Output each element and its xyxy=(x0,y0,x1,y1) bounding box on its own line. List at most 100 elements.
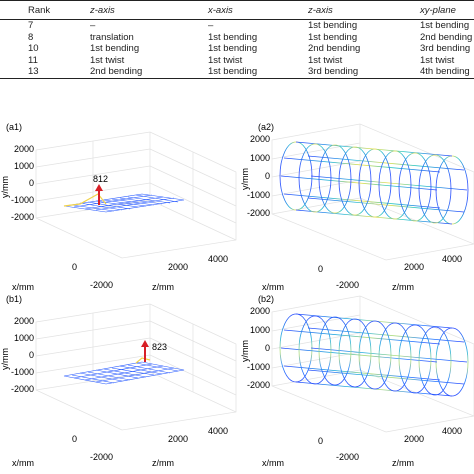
table-header-row: Rank z-axis x-axis z-axis xy-plane xyxy=(0,0,474,20)
y-axis-label: y/mm xyxy=(240,168,250,190)
panel-label: (a1) xyxy=(6,122,22,132)
table-cell: 3rd bending xyxy=(420,43,471,54)
x-axis-label: x/mm xyxy=(12,458,34,468)
table-row: 10 1st bending 1st bending 2nd bending 3… xyxy=(0,43,474,55)
table-cell: – xyxy=(208,20,214,31)
deformed-mesh xyxy=(63,193,185,213)
table-cell: 10 xyxy=(28,43,39,54)
y-tick-label: 0 xyxy=(265,343,270,353)
mode-table: Rank z-axis x-axis z-axis xy-plane 7 – –… xyxy=(0,0,474,95)
z-axis-label: z/mm xyxy=(152,282,174,292)
table-cell: 1st bending xyxy=(90,43,140,54)
panel-b2: (b2) 2000 1000 0 -1000 -2000 y/mm 0 -200… xyxy=(240,294,474,468)
z-tick-label: 4000 xyxy=(442,426,462,436)
panel-label: (b2) xyxy=(258,294,274,304)
y-tick-labels: 2000 1000 0 -1000 -2000 xyxy=(247,306,270,390)
z-tick-label: 4000 xyxy=(208,254,228,264)
x-tick-label: -2000 xyxy=(336,280,359,290)
peak-value-label: 823 xyxy=(152,342,167,352)
y-tick-label: 2000 xyxy=(250,134,270,144)
x-tick-labels: 0 -2000 xyxy=(72,262,113,290)
header-rank: Rank xyxy=(0,0,90,20)
y-tick-label: 1000 xyxy=(250,153,270,163)
y-axis-label: y/mm xyxy=(240,340,250,362)
z-axis-label: z/mm xyxy=(392,458,414,468)
header-x-axis: x-axis xyxy=(208,0,308,20)
y-tick-label: 0 xyxy=(29,350,34,360)
y-tick-label: 1000 xyxy=(14,333,34,343)
table-cell: 1st bending xyxy=(208,31,258,43)
header-z-axis-1: z-axis xyxy=(90,0,208,20)
z-tick-label: 4000 xyxy=(442,254,462,264)
table-cell: translation xyxy=(90,31,134,43)
z-axis-label: z/mm xyxy=(152,458,174,468)
table-cell: 1st twist xyxy=(420,54,455,66)
table-row: 8 translation 1st bending 1st bending 2n… xyxy=(0,32,474,44)
y-tick-labels: 2000 1000 0 -1000 -2000 xyxy=(11,144,34,222)
table-cell: 13 xyxy=(0,66,90,79)
panel-b1: (b1) 2000 1000 0 -1000 -2000 y/mm 823 0 xyxy=(0,294,237,468)
cylinder-mesh xyxy=(279,141,469,225)
z-tick-label: 2000 xyxy=(168,434,188,444)
box-grid xyxy=(35,131,237,259)
cylinder-mesh xyxy=(279,313,469,397)
x-axis-label: x/mm xyxy=(262,282,284,292)
x-tick-label: -2000 xyxy=(336,452,359,462)
table-cell: 7 xyxy=(28,20,34,31)
y-tick-labels: 2000 1000 0 -1000 -2000 xyxy=(11,316,34,394)
table-row: 13 2nd bending 1st bending 3rd bending 4… xyxy=(0,66,474,79)
x-tick-label: 0 xyxy=(318,436,323,446)
table-cell: 1st bending xyxy=(308,31,358,43)
table-cell: 11 xyxy=(28,54,38,66)
box-grid xyxy=(35,303,237,431)
mode-shape-figures: (a1) 2000 1000 0 -1000 -2000 y/mm 812 0 xyxy=(0,122,474,468)
y-axis-label: y/mm xyxy=(0,176,10,198)
table-cell: 4th bending xyxy=(420,66,474,79)
y-tick-label: 1000 xyxy=(14,161,34,171)
x-axis-label: x/mm xyxy=(12,282,34,292)
table-cell: 1st bending xyxy=(420,20,470,31)
table-cell: 1st twist xyxy=(90,54,125,66)
peak-arrow xyxy=(95,184,103,205)
y-tick-label: -2000 xyxy=(11,212,34,222)
table-cell: 1st bending xyxy=(208,66,308,79)
y-tick-label: 1000 xyxy=(250,325,270,335)
z-tick-label: 2000 xyxy=(404,434,424,444)
z-tick-label: 2000 xyxy=(404,262,424,272)
table-cell: 2nd bending xyxy=(308,43,361,54)
x-tick-labels: 0 -2000 xyxy=(318,264,359,290)
z-tick-labels: 2000 4000 xyxy=(404,426,462,444)
y-tick-label: 0 xyxy=(29,178,34,188)
table-cell: 1st twist xyxy=(208,54,243,66)
header-z-axis-2: z-axis xyxy=(308,0,420,20)
z-tick-labels: 2000 4000 xyxy=(168,254,228,272)
table-cell: 2nd bending xyxy=(420,31,473,43)
y-tick-label: -2000 xyxy=(247,380,270,390)
x-tick-label: 0 xyxy=(318,264,323,274)
y-tick-label: -1000 xyxy=(11,195,34,205)
header-xy-plane: xy-plane xyxy=(420,0,474,20)
mesh-peak-highlight xyxy=(63,193,107,207)
y-tick-label: -1000 xyxy=(247,190,270,200)
peak-value-label: 812 xyxy=(93,174,108,184)
y-tick-label: -2000 xyxy=(11,384,34,394)
z-tick-labels: 2000 4000 xyxy=(168,426,228,444)
table-cell: 1st bending xyxy=(308,20,358,31)
y-tick-labels: 2000 1000 0 -1000 -2000 xyxy=(247,134,270,218)
table-cell: 1st twist xyxy=(308,54,343,66)
panel-label: (b1) xyxy=(6,294,22,304)
mesh-peak-highlight xyxy=(135,357,151,364)
table-row: 7 – – 1st bending 1st bending xyxy=(0,20,474,32)
table-cell: 1st bending xyxy=(208,43,258,54)
y-tick-label: 0 xyxy=(265,171,270,181)
y-tick-label: 2000 xyxy=(14,316,34,326)
y-tick-label: -1000 xyxy=(247,362,270,372)
x-tick-labels: 0 -2000 xyxy=(72,434,113,462)
x-axis-label: x/mm xyxy=(262,458,284,468)
panel-a2: (a2) 2000 1000 0 -1000 -2000 y/mm 0 -200… xyxy=(240,122,474,292)
y-tick-label: -1000 xyxy=(11,367,34,377)
y-tick-label: -2000 xyxy=(247,208,270,218)
x-tick-label: -2000 xyxy=(90,280,113,290)
y-tick-label: 2000 xyxy=(14,144,34,154)
z-tick-label: 2000 xyxy=(168,262,188,272)
